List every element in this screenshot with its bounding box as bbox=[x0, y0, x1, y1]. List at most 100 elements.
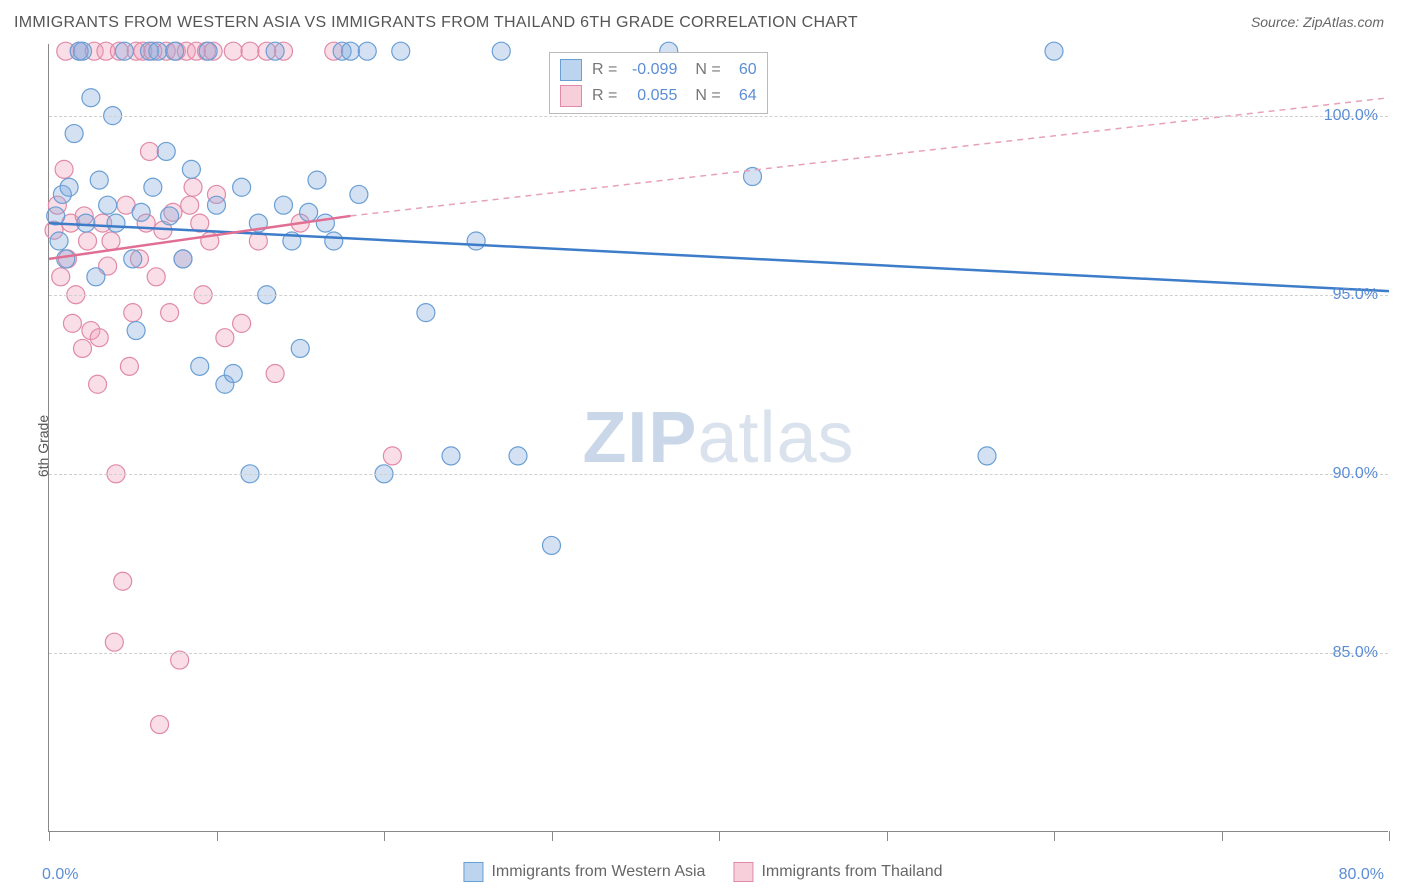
legend-swatch bbox=[560, 59, 582, 81]
data-point bbox=[216, 329, 234, 347]
r-label: R = bbox=[592, 61, 617, 79]
data-point bbox=[89, 375, 107, 393]
stat-legend-row: R = 0.055 N = 64 bbox=[560, 83, 757, 109]
data-point bbox=[161, 207, 179, 225]
source-label: Source: ZipAtlas.com bbox=[1251, 14, 1384, 30]
data-point bbox=[151, 716, 169, 734]
chart-svg bbox=[49, 44, 1388, 831]
data-point bbox=[149, 42, 167, 60]
stat-legend-row: R =-0.099N =60 bbox=[560, 57, 757, 83]
x-tick bbox=[1054, 831, 1055, 841]
data-point bbox=[90, 171, 108, 189]
legend-swatch bbox=[733, 862, 753, 882]
data-point bbox=[115, 42, 133, 60]
r-value: 0.055 bbox=[627, 87, 677, 105]
data-point bbox=[383, 447, 401, 465]
data-point bbox=[52, 268, 70, 286]
data-point bbox=[182, 160, 200, 178]
y-tick-label: 95.0% bbox=[1333, 286, 1378, 304]
data-point bbox=[107, 214, 125, 232]
data-point bbox=[147, 268, 165, 286]
r-label: R = bbox=[592, 87, 617, 105]
x-tick bbox=[1222, 831, 1223, 841]
data-point bbox=[233, 178, 251, 196]
chart-title: IMMIGRANTS FROM WESTERN ASIA VS IMMIGRAN… bbox=[14, 14, 858, 32]
x-tick bbox=[719, 831, 720, 841]
gridline bbox=[49, 653, 1388, 654]
data-point bbox=[50, 232, 68, 250]
data-point bbox=[120, 357, 138, 375]
y-tick-label: 90.0% bbox=[1333, 465, 1378, 483]
data-point bbox=[74, 339, 92, 357]
data-point bbox=[77, 214, 95, 232]
data-point bbox=[102, 232, 120, 250]
stat-legend: R =-0.099N =60R =0.055N =64 bbox=[549, 52, 768, 114]
data-point bbox=[127, 322, 145, 340]
data-point bbox=[55, 160, 73, 178]
n-value: 64 bbox=[731, 87, 757, 105]
data-point bbox=[82, 89, 100, 107]
data-point bbox=[141, 142, 159, 160]
data-point bbox=[157, 142, 175, 160]
data-point bbox=[63, 314, 81, 332]
data-point bbox=[224, 365, 242, 383]
legend-item: Immigrants from Western Asia bbox=[463, 862, 705, 882]
x-tick bbox=[552, 831, 553, 841]
x-axis-min-label: 0.0% bbox=[42, 866, 78, 884]
legend-swatch bbox=[463, 862, 483, 882]
data-point bbox=[224, 42, 242, 60]
data-point bbox=[308, 171, 326, 189]
data-point bbox=[467, 232, 485, 250]
n-label: N = bbox=[695, 61, 720, 79]
data-point bbox=[174, 250, 192, 268]
data-point bbox=[291, 339, 309, 357]
data-point bbox=[184, 178, 202, 196]
data-point bbox=[350, 185, 368, 203]
data-point bbox=[57, 250, 75, 268]
data-point bbox=[124, 304, 142, 322]
data-point bbox=[275, 196, 293, 214]
data-point bbox=[132, 203, 150, 221]
data-point bbox=[105, 633, 123, 651]
trendline bbox=[49, 223, 1389, 291]
data-point bbox=[74, 42, 92, 60]
r-value: -0.099 bbox=[627, 61, 677, 79]
plot-area: ZIPatlas 85.0%90.0%95.0%100.0% R =-0.099… bbox=[48, 44, 1388, 832]
legend-label: Immigrants from Western Asia bbox=[491, 863, 705, 881]
data-point bbox=[266, 365, 284, 383]
data-point bbox=[1045, 42, 1063, 60]
data-point bbox=[208, 196, 226, 214]
data-point bbox=[60, 178, 78, 196]
gridline bbox=[49, 474, 1388, 475]
data-point bbox=[509, 447, 527, 465]
data-point bbox=[392, 42, 410, 60]
data-point bbox=[358, 42, 376, 60]
data-point bbox=[90, 329, 108, 347]
data-point bbox=[342, 42, 360, 60]
bottom-legend: Immigrants from Western Asia Immigrants f… bbox=[463, 862, 942, 882]
legend-label: Immigrants from Thailand bbox=[761, 863, 942, 881]
n-label: N = bbox=[695, 87, 720, 105]
x-tick bbox=[1389, 831, 1390, 841]
data-point bbox=[191, 357, 209, 375]
data-point bbox=[166, 42, 184, 60]
data-point bbox=[325, 232, 343, 250]
data-point bbox=[241, 42, 259, 60]
data-point bbox=[99, 196, 117, 214]
x-tick bbox=[49, 831, 50, 841]
data-point bbox=[978, 447, 996, 465]
gridline bbox=[49, 116, 1388, 117]
data-point bbox=[300, 203, 318, 221]
y-tick-label: 85.0% bbox=[1333, 644, 1378, 662]
data-point bbox=[316, 214, 334, 232]
data-point bbox=[233, 314, 251, 332]
data-point bbox=[181, 196, 199, 214]
data-point bbox=[87, 268, 105, 286]
y-tick-label: 100.0% bbox=[1324, 107, 1378, 125]
x-tick bbox=[887, 831, 888, 841]
data-point bbox=[266, 42, 284, 60]
legend-swatch bbox=[560, 85, 582, 107]
data-point bbox=[144, 178, 162, 196]
data-point bbox=[65, 125, 83, 143]
data-point bbox=[417, 304, 435, 322]
